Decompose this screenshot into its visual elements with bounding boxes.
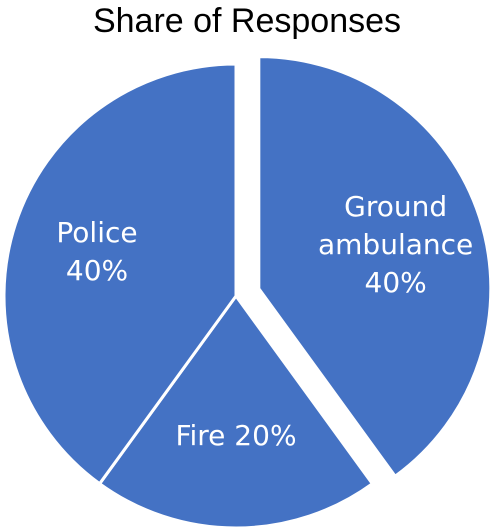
slice-label-line: Fire 20% <box>175 419 296 452</box>
pie-slice-police <box>2 62 238 486</box>
slice-label-police: Police 40% <box>56 216 137 287</box>
slice-label-line: ambulance <box>318 228 473 261</box>
pie-slice-ground-ambulance <box>257 55 493 478</box>
slice-label-line: Police <box>56 216 137 249</box>
slice-label-fire: Fire 20% <box>175 419 296 452</box>
slice-label-ground-ambulance: Ground ambulance 40% <box>318 190 473 299</box>
slice-label-line: 40% <box>66 254 128 287</box>
slice-label-line: 40% <box>365 266 427 299</box>
pie-labels: Ground ambulance 40% Fire 20% Police 40% <box>56 190 473 452</box>
pie-slice-fire <box>98 294 374 529</box>
slice-label-line: Ground <box>344 190 447 223</box>
pie-slices <box>2 55 493 529</box>
chart-title: Share of Responses <box>92 2 402 40</box>
